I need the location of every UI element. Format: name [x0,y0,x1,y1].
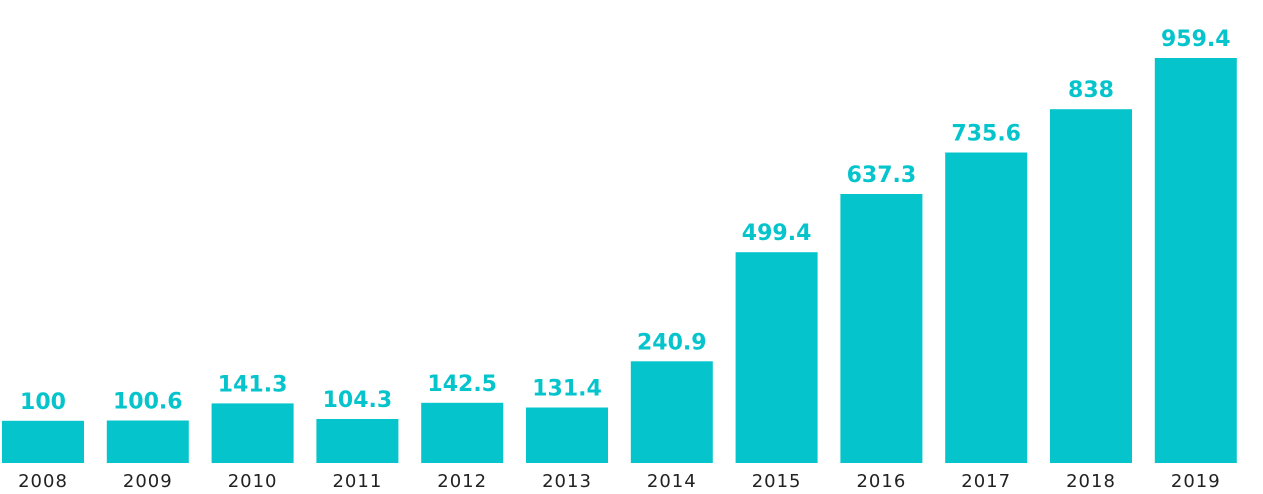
x-tick-label-2010: 2010 [228,471,278,492]
bar-2015 [735,252,818,463]
value-label-2008: 100 [20,390,66,415]
value-labels-group: 100 100.6 141.3 104.3 142.5 131.4 240.9 499.4 63… [20,27,1231,415]
value-label-2017: 735.6 [951,122,1021,147]
bar-2014 [630,361,713,463]
x-tick-label-2011: 2011 [332,471,382,492]
value-label-2011: 104.3 [323,388,393,413]
x-tick-label-2017: 2017 [961,471,1011,492]
value-label-2015: 499.4 [742,221,812,246]
value-label-2012: 142.5 [427,372,497,397]
x-tick-label-2015: 2015 [752,471,802,492]
x-tick-label-2012: 2012 [437,471,487,492]
value-label-2019: 959.4 [1161,27,1231,52]
bar-2010 [211,403,294,463]
x-tick-label-2008: 2008 [18,471,68,492]
value-label-2014: 240.9 [637,330,707,355]
bar-2011 [316,419,399,463]
value-label-2010: 141.3 [218,372,288,397]
value-label-2016: 637.3 [847,163,917,188]
x-tick-label-2009: 2009 [123,471,173,492]
bar-2008 [2,420,84,463]
x-tick-label-2013: 2013 [542,471,592,492]
x-tick-label-2014: 2014 [647,471,697,492]
value-label-2018: 838 [1068,78,1114,103]
bar-2019 [1154,58,1237,463]
x-tick-label-2019: 2019 [1171,471,1221,492]
x-tick-label-2016: 2016 [856,471,906,492]
x-tick-label-2018: 2018 [1066,471,1116,492]
bar-2013 [526,407,608,463]
bar-2012 [421,402,504,463]
bars-group [2,58,1237,463]
bar-2016 [840,194,923,463]
bar-2009 [106,420,189,463]
x-axis-tick-labels: 2008 2009 2010 2011 2012 2013 2014 2015 2016 2017… [18,471,1221,492]
value-label-2009: 100.6 [113,390,183,415]
bar-2018 [1050,109,1132,463]
bar-2017 [945,152,1028,463]
value-label-2013: 131.4 [532,377,602,402]
